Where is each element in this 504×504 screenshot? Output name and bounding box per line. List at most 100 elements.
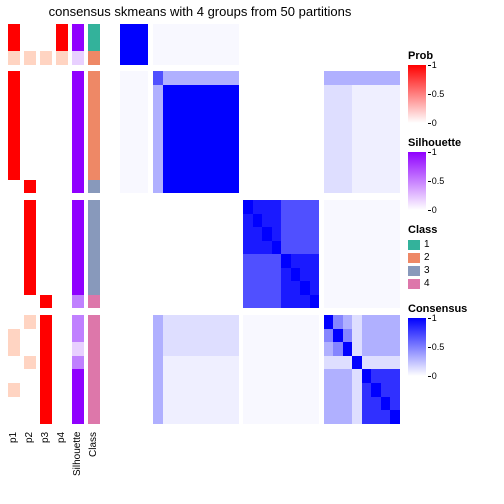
heatmap-cell	[210, 369, 219, 383]
heatmap-cell	[362, 342, 371, 356]
legend-class-item: 1	[408, 239, 498, 250]
heatmap-cell	[163, 71, 172, 85]
heatmap-cell	[163, 254, 172, 268]
heatmap-cell	[129, 193, 138, 200]
heatmap-cell	[343, 397, 352, 411]
heatmap-cell	[182, 139, 191, 153]
annotation-cell	[56, 99, 68, 113]
legend-tick: 1	[432, 313, 437, 323]
heatmap-cell	[300, 126, 309, 140]
heatmap-cell	[381, 254, 390, 268]
heatmap-cell	[129, 200, 138, 214]
heatmap-cell	[262, 268, 271, 282]
heatmap-cell	[210, 214, 219, 228]
heatmap-cell	[153, 356, 162, 370]
heatmap-cell	[129, 410, 138, 424]
heatmap-cell	[390, 51, 399, 65]
heatmap-cell	[310, 281, 319, 295]
heatmap-cell	[243, 241, 252, 255]
legend-consensus-title: Consensus	[408, 303, 498, 315]
heatmap-cell	[272, 281, 281, 295]
annotation-cell	[24, 268, 36, 282]
heatmap-cell	[139, 254, 148, 268]
heatmap-cell	[229, 153, 238, 167]
heatmap-cell	[210, 139, 219, 153]
heatmap-cell	[129, 308, 138, 315]
heatmap-cell	[324, 193, 333, 200]
annotation-cell	[24, 153, 36, 167]
annotation-cell	[24, 342, 36, 356]
heatmap-cell	[163, 200, 172, 214]
heatmap-cell	[191, 315, 200, 329]
heatmap-cell	[371, 410, 380, 424]
heatmap-cell	[172, 281, 181, 295]
heatmap-cell	[371, 329, 380, 343]
heatmap-cell	[120, 99, 129, 113]
heatmap-cell	[333, 241, 342, 255]
annotation-cell	[56, 139, 68, 153]
heatmap-cell	[129, 295, 138, 309]
annotation-cell	[56, 254, 68, 268]
heatmap-cell	[243, 383, 252, 397]
heatmap-cell	[139, 85, 148, 99]
annotation-cell	[72, 268, 84, 282]
annotation-cell	[72, 180, 84, 194]
heatmap-cell	[310, 342, 319, 356]
heatmap-cell	[253, 410, 262, 424]
heatmap-cell	[139, 410, 148, 424]
annotation-cell	[8, 85, 20, 99]
heatmap-cell	[120, 112, 129, 126]
annotation-cell	[40, 153, 52, 167]
heatmap-cell	[281, 166, 290, 180]
heatmap-cell	[300, 166, 309, 180]
heatmap-cell	[371, 153, 380, 167]
heatmap-cell	[352, 241, 361, 255]
heatmap-cell	[291, 356, 300, 370]
heatmap-cell	[191, 99, 200, 113]
heatmap-cell	[291, 281, 300, 295]
heatmap-cell	[262, 383, 271, 397]
heatmap-cell	[291, 139, 300, 153]
annotation-cell	[88, 329, 100, 343]
heatmap-cell	[362, 126, 371, 140]
heatmap-cell	[324, 200, 333, 214]
heatmap-cell	[390, 315, 399, 329]
heatmap-cell	[182, 329, 191, 343]
heatmap-cell	[172, 308, 181, 315]
heatmap-cell	[182, 295, 191, 309]
heatmap-cell	[371, 99, 380, 113]
heatmap-cell	[390, 329, 399, 343]
heatmap-cell	[172, 241, 181, 255]
heatmap-cell	[272, 295, 281, 309]
heatmap-cell	[172, 329, 181, 343]
annotation-cell	[8, 227, 20, 241]
heatmap-cell	[229, 383, 238, 397]
heatmap-cell	[182, 38, 191, 52]
heatmap-cell	[201, 51, 210, 65]
heatmap-cell	[243, 268, 252, 282]
heatmap-cell	[243, 308, 252, 315]
heatmap-cell	[281, 329, 290, 343]
heatmap-cell	[120, 200, 129, 214]
heatmap-cell	[220, 329, 229, 343]
heatmap-cell	[300, 268, 309, 282]
heatmap-cell	[153, 180, 162, 194]
heatmap-cell	[291, 315, 300, 329]
heatmap-cell	[333, 268, 342, 282]
heatmap-cell	[153, 139, 162, 153]
annotation-cell	[56, 51, 68, 65]
heatmap-cell	[229, 410, 238, 424]
heatmap-cell	[129, 99, 138, 113]
heatmap-cell	[201, 383, 210, 397]
heatmap-cell	[272, 85, 281, 99]
heatmap-cell	[352, 342, 361, 356]
annotation-cell	[8, 397, 20, 411]
heatmap-cell	[281, 281, 290, 295]
annotation-cell	[88, 356, 100, 370]
annotation-cell	[24, 180, 36, 194]
legend-silhouette: Silhouette 10.50	[408, 137, 498, 210]
heatmap-cell	[272, 214, 281, 228]
heatmap-cell	[182, 315, 191, 329]
heatmap-cell	[272, 329, 281, 343]
heatmap-cell	[220, 369, 229, 383]
